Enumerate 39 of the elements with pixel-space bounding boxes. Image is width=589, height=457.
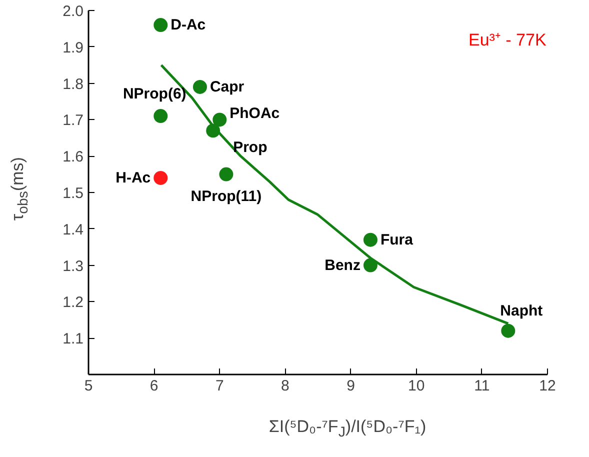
point (219, 167, 234, 182)
point (154, 18, 168, 32)
y-tick-label: 1.4 (62, 221, 84, 238)
point (363, 232, 378, 247)
annotation: Eu³⁺ - 77K (468, 30, 547, 50)
annotation: NProp(11) (190, 188, 262, 205)
point (192, 80, 207, 94)
y-tick-label: 1.3 (62, 258, 84, 275)
x-tick-label: 7 (215, 378, 224, 394)
annotation: NProp(6) (122, 86, 186, 103)
x-tick-label: 9 (346, 378, 355, 394)
x-axis-title: ΣI(⁵D₀-⁷F$_{J}$)/I(⁵D₀-⁷F₁) (268, 416, 428, 442)
x-tick-label: 8 (281, 378, 290, 394)
point (501, 324, 516, 338)
annotation: Capr (210, 78, 244, 96)
point (154, 170, 168, 185)
y-tick-label: 2.0 (62, 3, 84, 20)
annotation: Benz (324, 256, 360, 274)
annotation: H-Ac (116, 169, 151, 186)
y-tick-label: 1.7 (62, 112, 84, 130)
annotation: Napht (500, 302, 543, 320)
x-tick-label: 10 (408, 378, 425, 394)
annotation: Fura (380, 231, 414, 248)
point (363, 258, 378, 272)
x-tick-label: 11 (474, 378, 490, 394)
y-tick-label: 1.6 (62, 148, 84, 166)
y-tick-label: 1.9 (62, 39, 84, 56)
x-tick-label: 12 (539, 378, 556, 394)
y-tick-label: 1.8 (62, 76, 84, 93)
annotation: D-Ac (170, 16, 206, 34)
x-tick-label: 6 (150, 378, 158, 394)
point (154, 109, 168, 124)
y-tick-label: 1.1 (62, 330, 84, 348)
annotation: PhOAc (230, 105, 280, 122)
y-tick-label: 1.5 (62, 185, 84, 202)
annotation: Prop (233, 139, 268, 156)
y-tick-label: 1.2 (62, 294, 84, 312)
x-tick-label: 5 (84, 378, 93, 394)
point (212, 112, 227, 127)
